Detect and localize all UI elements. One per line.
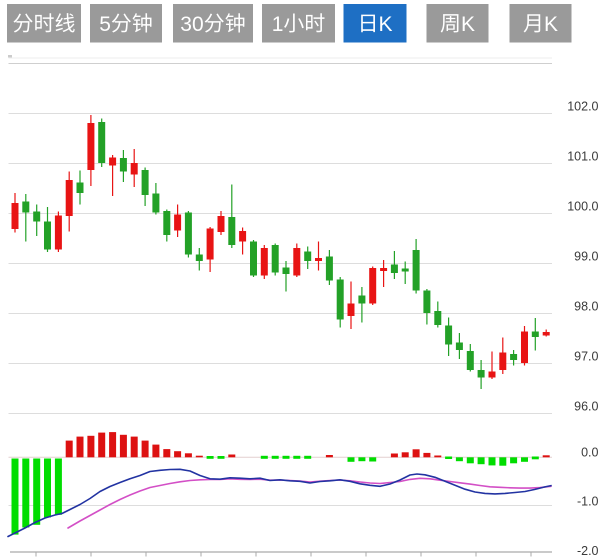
svg-text:97.0: 97.0 [574, 350, 598, 364]
svg-text:K: K [544, 13, 558, 36]
svg-text:1: 1 [272, 13, 284, 36]
svg-text:96.0: 96.0 [574, 400, 598, 414]
svg-text:5: 5 [99, 13, 111, 36]
svg-text:101.0: 101.0 [567, 150, 598, 164]
svg-text:0: 0 [192, 13, 204, 36]
svg-text:3: 3 [180, 13, 192, 36]
svg-text:102.0: 102.0 [567, 100, 598, 114]
svg-text:K: K [461, 13, 475, 36]
svg-text:-2.0: -2.0 [577, 544, 599, 558]
svg-text:-1.0: -1.0 [577, 495, 599, 509]
svg-text:99.0: 99.0 [574, 250, 598, 264]
svg-text:100.0: 100.0 [567, 200, 598, 214]
svg-text:K: K [379, 13, 393, 36]
svg-text:98.0: 98.0 [574, 300, 598, 314]
svg-text:0.0: 0.0 [581, 446, 598, 460]
